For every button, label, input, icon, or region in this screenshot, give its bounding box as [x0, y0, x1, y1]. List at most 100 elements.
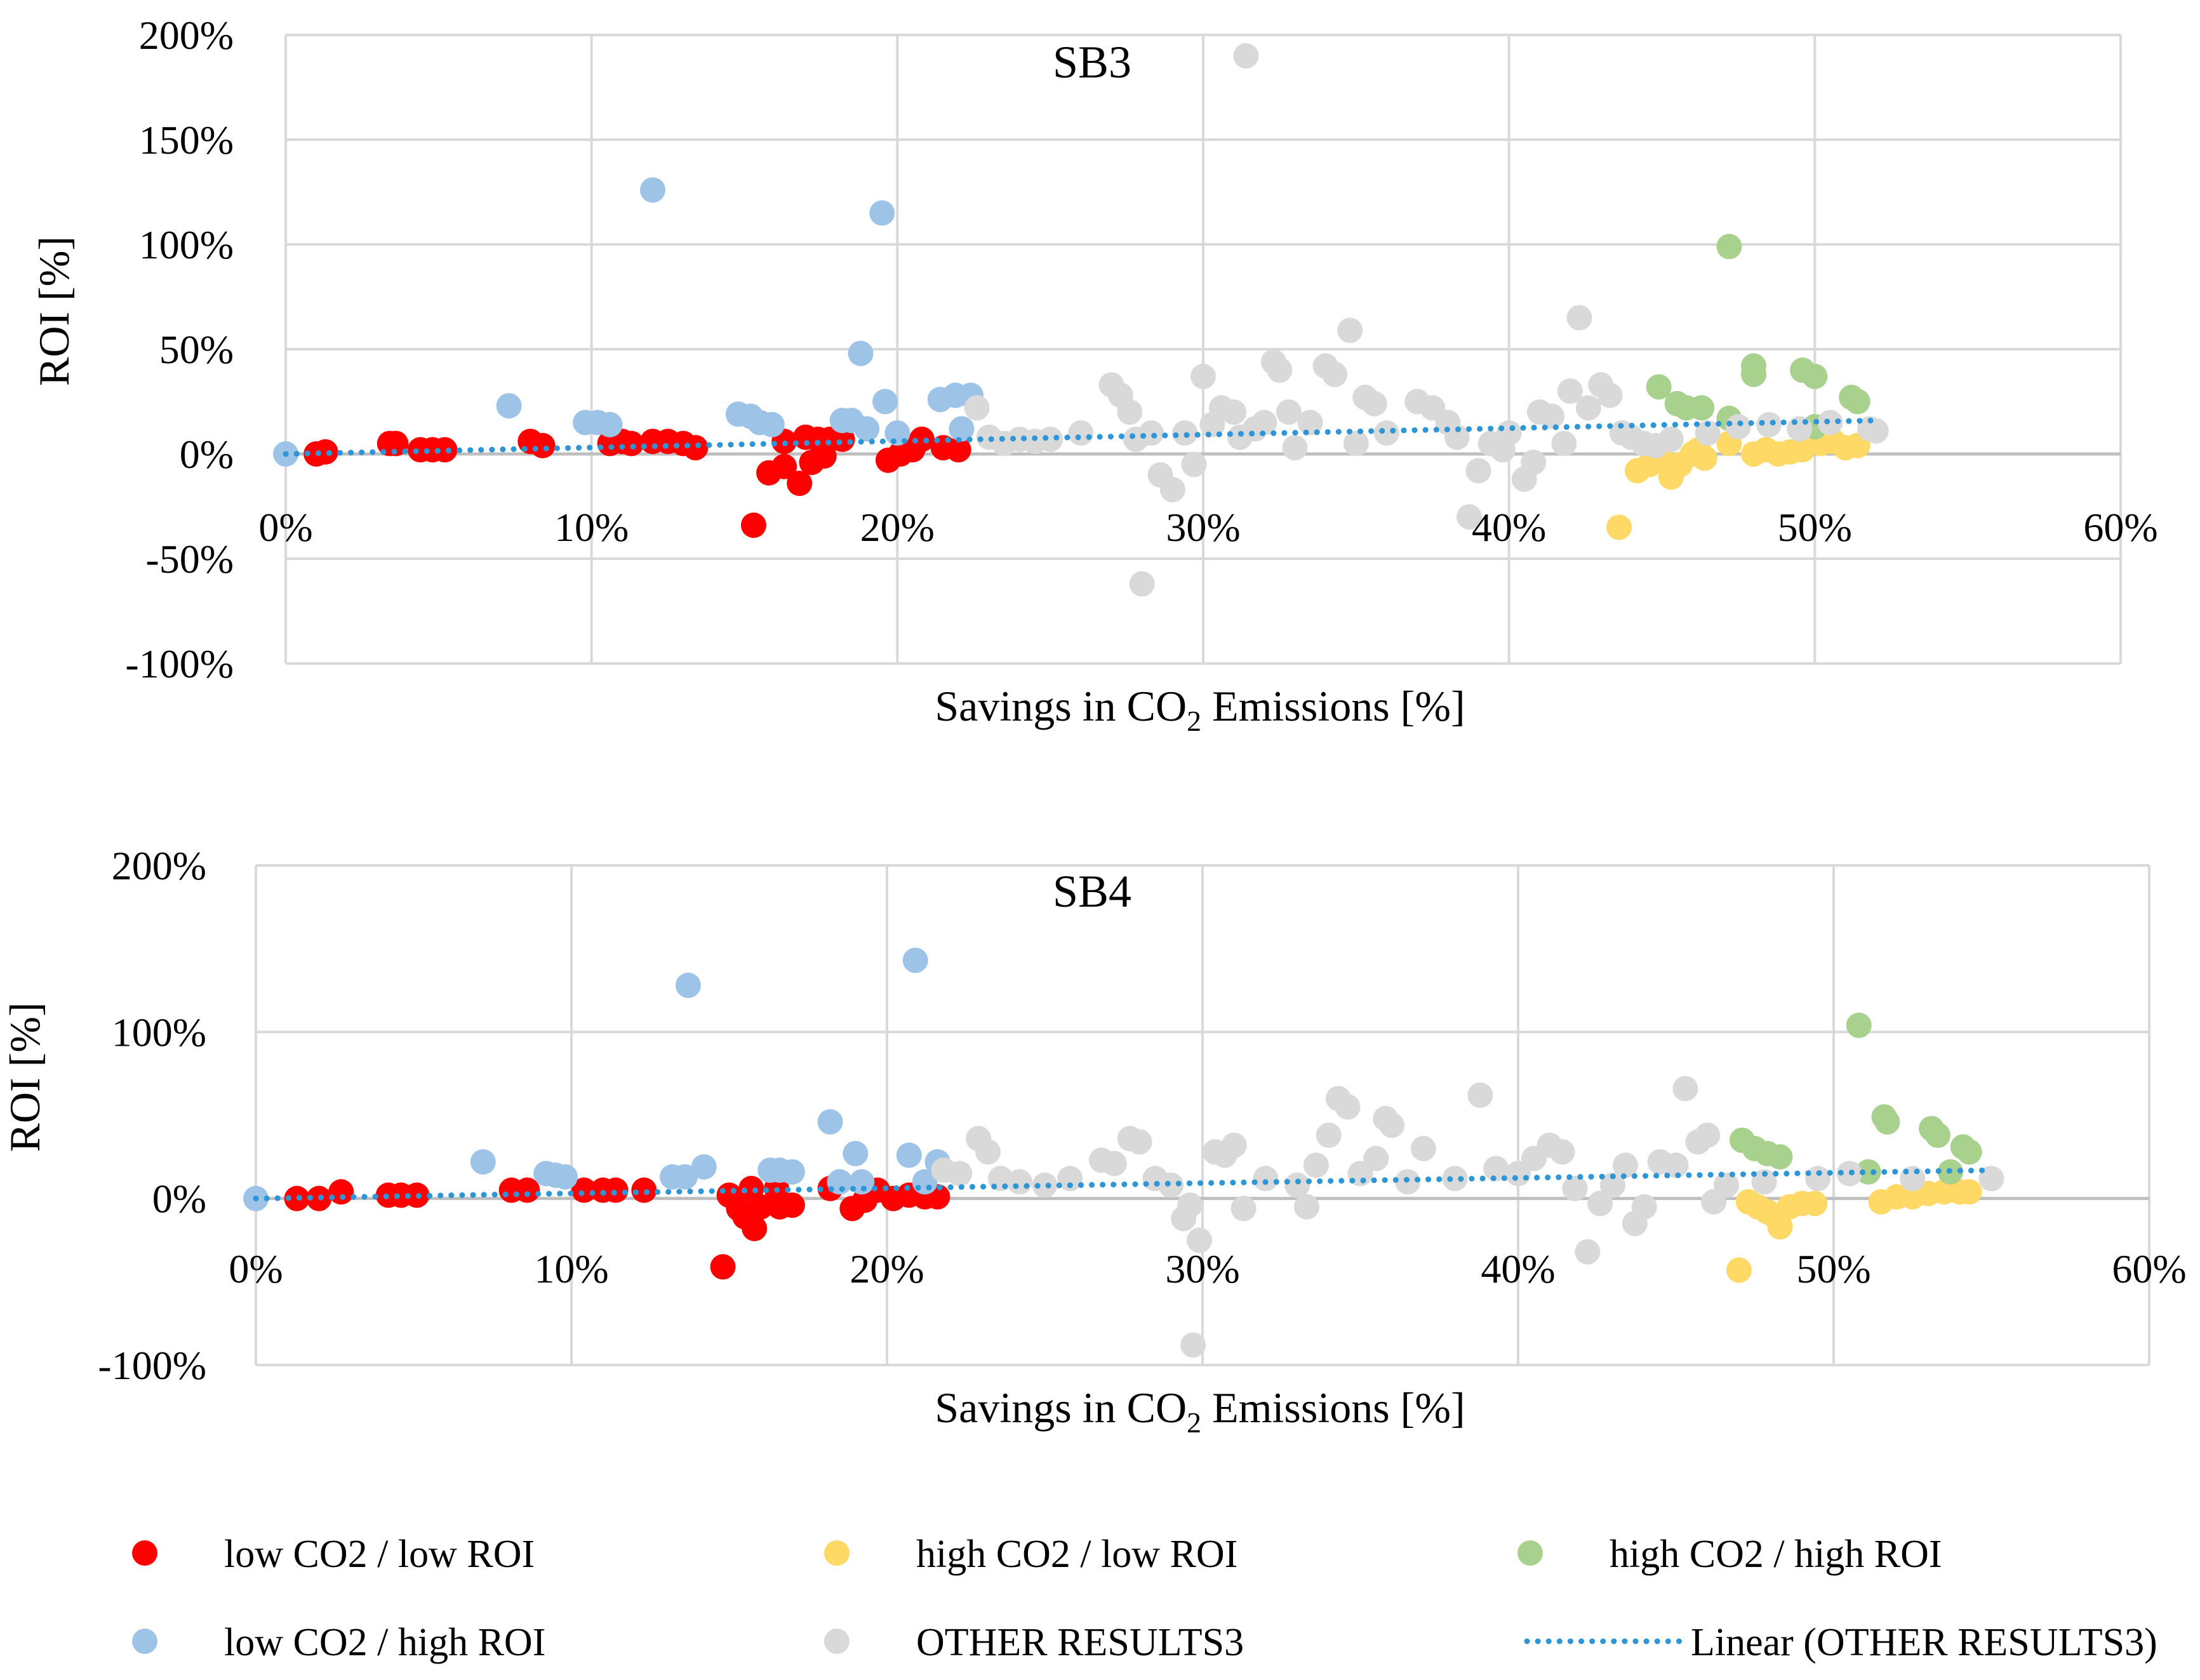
data-point [1802, 1190, 1828, 1217]
data-point [675, 972, 701, 998]
data-point [1900, 1166, 1926, 1192]
data-point [779, 1159, 805, 1185]
data-point [552, 1164, 578, 1190]
data-point [1117, 399, 1143, 425]
data-point [1444, 424, 1470, 450]
y-tick-label: -100% [98, 1343, 206, 1388]
data-point [1297, 410, 1323, 436]
legend-marker [1517, 1540, 1543, 1566]
data-point [1267, 357, 1293, 383]
data-point [1600, 1172, 1626, 1198]
data-point [1612, 1152, 1638, 1178]
legend: low CO2 / low ROI high CO2 / low ROI high … [132, 1533, 2157, 1664]
data-point [909, 426, 935, 452]
data-point [1725, 414, 1751, 440]
data-point [432, 437, 458, 463]
x-axis-title: Savings in CO2 Emissions [%] [935, 682, 1465, 737]
chart-title: SB4 [1053, 866, 1131, 917]
data-point [672, 1164, 698, 1190]
data-point [1294, 1194, 1320, 1220]
data-point [1539, 403, 1565, 429]
x-axis-title-tail: Emissions [%] [1201, 1383, 1465, 1432]
legend-label: high CO2 / high ROI [1610, 1533, 1942, 1576]
legend-marker [824, 1540, 850, 1566]
x-axis-title-subscript: 2 [1187, 705, 1201, 737]
data-point [1057, 1166, 1083, 1192]
data-point [1551, 430, 1577, 457]
data-point [1726, 1257, 1752, 1283]
data-point [328, 1179, 354, 1205]
chart-title: SB3 [1053, 37, 1131, 88]
data-point [683, 435, 709, 461]
x-tick-label: 60% [2083, 505, 2157, 550]
data-point [854, 416, 880, 442]
data-point [1787, 416, 1813, 442]
x-axis-title: Savings in CO2 Emissions [%] [935, 1383, 1465, 1439]
data-point [1566, 305, 1592, 331]
data-point [1361, 390, 1387, 417]
data-point [383, 430, 409, 457]
data-point [740, 512, 766, 538]
data-point [1180, 1332, 1206, 1358]
data-point [1363, 1145, 1389, 1171]
data-point [779, 1192, 805, 1218]
data-point [1575, 1239, 1601, 1265]
data-point [1374, 420, 1399, 446]
data-point [1855, 1159, 1881, 1185]
data-point [945, 437, 971, 463]
legend-marker [132, 1629, 157, 1654]
data-point [1221, 1132, 1247, 1158]
x-tick-label: 0% [229, 1246, 283, 1291]
data-point [1925, 1122, 1951, 1148]
data-point [1221, 399, 1247, 425]
x-tick-label: 40% [1472, 505, 1546, 550]
y-tick-label: 200% [112, 843, 206, 888]
data-point [1549, 1139, 1575, 1165]
data-point [1663, 1152, 1689, 1178]
data-point [1037, 426, 1063, 452]
x-tick-label: 30% [1166, 505, 1240, 550]
y-axis-title: ROI [%] [1, 1002, 49, 1152]
data-point [896, 1142, 922, 1168]
data-point [1767, 1214, 1793, 1240]
data-point [1032, 1172, 1058, 1198]
data-point [1672, 1076, 1698, 1102]
data-point [738, 1175, 764, 1201]
y-tick-label: 50% [159, 327, 234, 372]
x-tick-label: 10% [554, 505, 629, 550]
data-point [1631, 1194, 1657, 1220]
data-point [1465, 458, 1491, 484]
data-point [710, 1254, 736, 1280]
data-point [1714, 1172, 1740, 1198]
x-tick-label: 0% [258, 505, 312, 550]
data-point [1101, 1150, 1127, 1177]
data-point [1575, 395, 1601, 421]
y-tick-label: 100% [139, 222, 234, 267]
data-point [1741, 361, 1766, 387]
data-point [1138, 420, 1164, 446]
x-tick-label: 40% [1481, 1246, 1555, 1291]
x-tick-label: 10% [534, 1246, 608, 1291]
y-tick-label: -50% [145, 537, 234, 582]
data-point [1284, 1172, 1310, 1198]
x-tick-label: 30% [1165, 1246, 1239, 1291]
x-tick-label: 20% [850, 1246, 924, 1291]
y-tick-label: -100% [125, 641, 234, 686]
data-point [1276, 399, 1302, 425]
data-point [1562, 1175, 1588, 1201]
data-point [1126, 1129, 1152, 1155]
data-point [691, 1154, 717, 1180]
data-point [1316, 1122, 1342, 1148]
data-point [1442, 1166, 1468, 1192]
data-point [1767, 1144, 1793, 1170]
data-point [1658, 426, 1684, 452]
data-point [1756, 411, 1782, 437]
data-point [1844, 389, 1870, 415]
data-point [1956, 1179, 1982, 1205]
trendline [283, 417, 1879, 457]
x-axis-title-subscript: 2 [1187, 1406, 1201, 1439]
data-point [771, 453, 797, 479]
y-tick-label: 100% [112, 1010, 206, 1055]
data-point [1817, 410, 1843, 436]
